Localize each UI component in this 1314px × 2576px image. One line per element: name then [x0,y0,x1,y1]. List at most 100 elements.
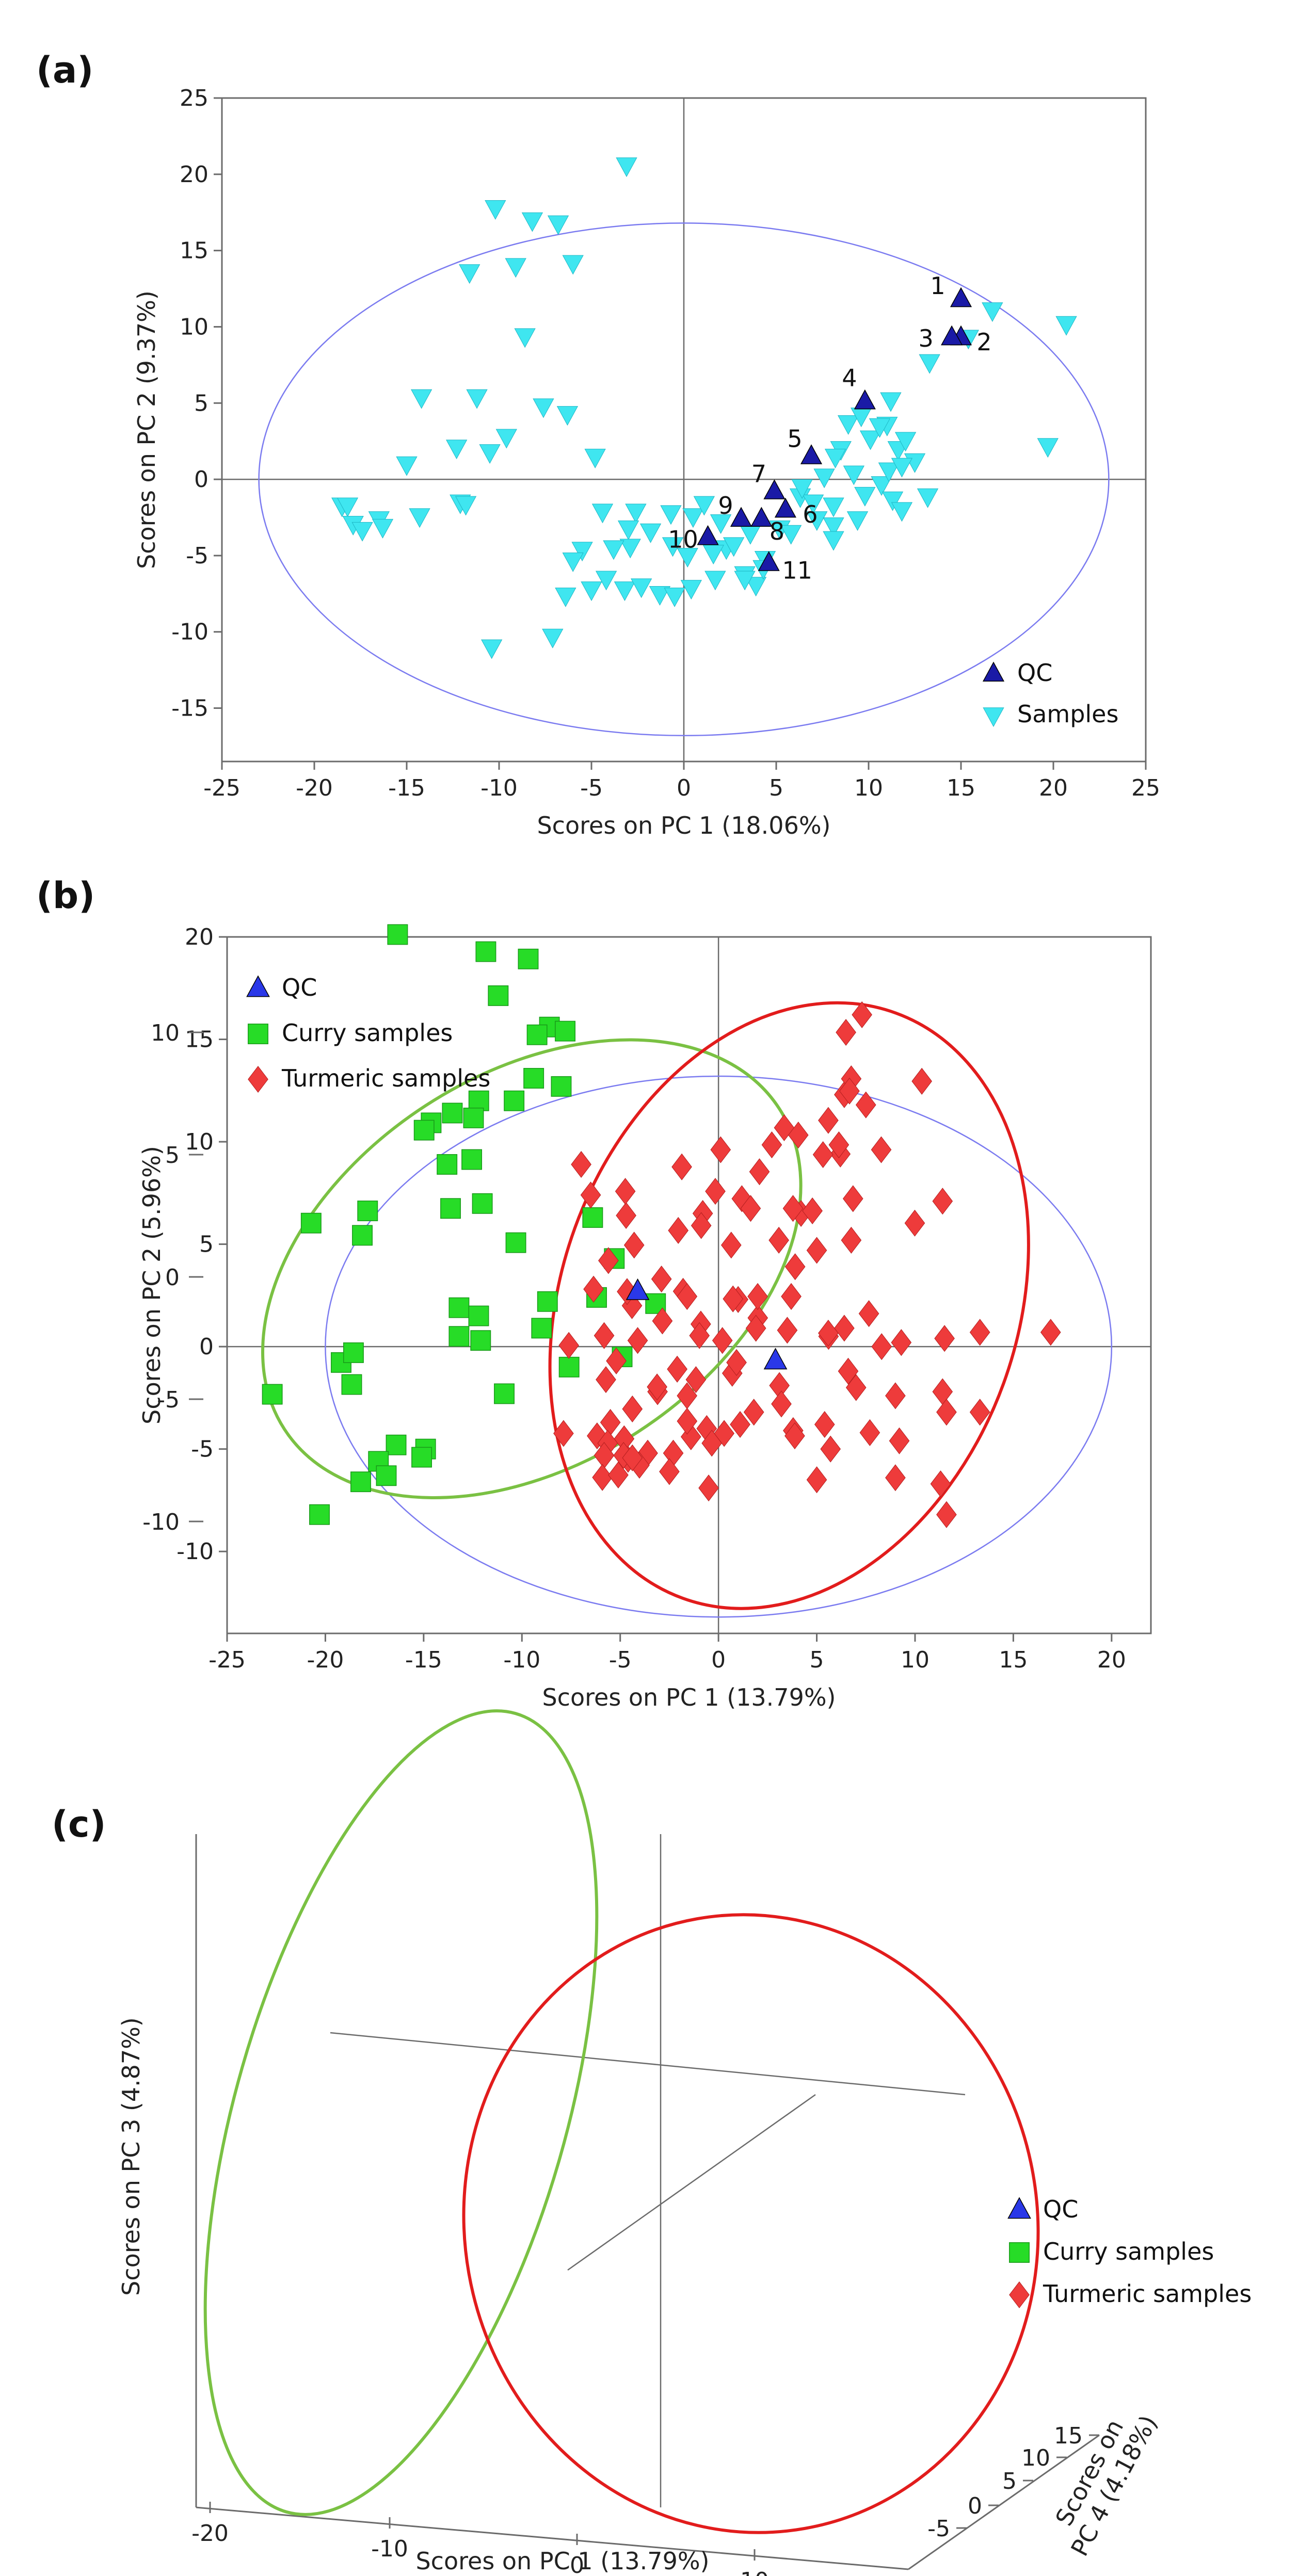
data-point [555,1020,576,1042]
data-point [466,389,488,409]
data-point [930,1470,951,1498]
data-point [818,1107,839,1134]
data-point [671,1153,692,1180]
data-point [468,1305,489,1326]
data-point [880,392,902,412]
data-point [758,551,780,571]
group-ellipse-turmeric [462,1913,1040,2534]
data-point [440,1198,461,1219]
qc-point-label: 6 [803,500,818,528]
data-point [691,1212,712,1239]
data-point [533,398,554,418]
data-point [936,1399,957,1426]
y-tick-label: -5 [186,543,209,569]
data-point [730,507,752,527]
data-point [834,1315,855,1342]
data-point [941,325,963,346]
data-point [806,1466,827,1494]
data-point [446,440,468,460]
data-point [845,1374,867,1401]
qc-point-label: 2 [976,328,991,356]
data-point [843,465,865,485]
data-point [882,491,904,511]
x-tick-label: -20 [307,1647,344,1673]
data-point [553,1420,574,1447]
data-point [800,444,823,464]
data-point [596,1366,616,1394]
data-point [837,415,859,435]
data-point [828,1131,850,1159]
legend-label: Curry samples [1043,2238,1214,2265]
data-point [531,1318,552,1339]
data-point [936,1501,957,1528]
data-point [774,497,796,518]
y-axis-label: Scores on PC 3 (4.87%) [117,2017,145,2296]
panel-label: (c) [52,1803,106,1845]
data-point [562,552,584,572]
data-point [710,1136,731,1163]
data-point [1037,438,1059,458]
data-point [463,1107,484,1128]
x-tick-label: -25 [203,775,241,801]
group-ellipse-curry [203,1709,599,2516]
x-tick-label: 15 [999,1647,1028,1673]
data-point [726,1349,747,1376]
data-point [680,580,702,600]
data-point [660,505,682,525]
x-tick-label: 10 [740,2568,769,2576]
y-tick-label: 10 [185,1129,214,1155]
data-point [919,354,940,374]
data-point [386,1434,407,1455]
data-point [791,479,813,499]
data-point [932,1378,953,1405]
data-point [682,508,704,528]
data-point [969,1319,990,1346]
data-point [781,1283,802,1310]
y-tick-label: 0 [194,466,209,493]
data-point [459,264,480,284]
data-point [485,200,506,220]
data-point [743,1399,764,1426]
data-point [704,571,726,591]
y-tick-label: 0 [199,1334,214,1360]
data-point [595,571,617,591]
legend-label: QC [1043,2195,1078,2223]
data-point [357,1201,378,1221]
data-point [934,1325,955,1352]
x-tick-label: 5 [810,1647,824,1673]
data-point [806,511,828,531]
data-point [518,948,539,969]
data-point [562,255,584,275]
ref-line-horizontal [330,2032,966,2096]
data-point [372,519,394,539]
data-point [705,1178,726,1205]
data-point [969,1399,990,1426]
legend-label: QC [282,974,317,1001]
legend-marker [248,1065,268,1093]
panel-label: (a) [36,49,93,91]
data-point [505,258,526,278]
data-point [693,496,715,516]
ref-line-depth [567,2094,816,2271]
data-point [649,586,671,606]
y-tick-label: 5 [199,1232,214,1258]
data-point [547,215,569,235]
data-point [677,548,698,568]
data-point [858,1300,879,1327]
data-point [788,1122,809,1149]
data-point [639,523,662,543]
x-tick-label: -15 [388,775,425,801]
data-point [780,525,802,545]
data-point [802,1197,823,1225]
z-tick-label: 10 [1021,2445,1050,2471]
y-tick-label: 15 [180,238,209,264]
data-point [782,1195,804,1222]
y-tick-label: -10 [142,1509,180,1535]
x-axis-label: Scores on PC 1 (13.79%) [542,1683,836,1711]
y-tick-label: 20 [185,924,214,950]
x-tick-label: 0 [711,1647,726,1673]
data-point [702,545,724,565]
data-point [300,1212,322,1234]
data-point [802,494,824,514]
data-point [747,1283,768,1310]
